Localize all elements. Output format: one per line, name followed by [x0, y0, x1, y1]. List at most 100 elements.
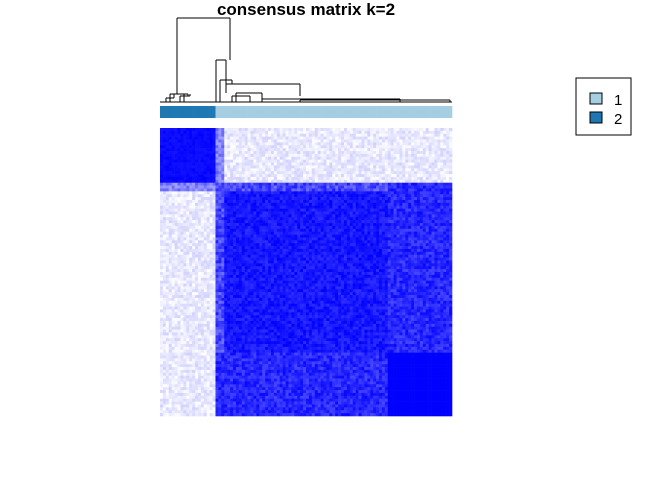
heatmap-cell: [317, 217, 321, 221]
heatmap-cell: [317, 200, 321, 204]
heatmap-cell: [431, 234, 435, 238]
heatmap-cell: [235, 220, 240, 224]
heatmap-cell: [276, 136, 281, 140]
heatmap-cell: [218, 202, 222, 207]
heatmap-cell: [414, 156, 418, 160]
heatmap-cell: [428, 136, 432, 140]
heatmap-cell: [416, 234, 421, 238]
heatmap-cell: [425, 237, 429, 241]
heatmap-cell: [446, 254, 450, 258]
heatmap-cell: [416, 151, 421, 155]
heatmap-cell: [291, 248, 295, 253]
heatmap-cell: [308, 197, 313, 201]
heatmap-cell: [381, 176, 386, 181]
heatmap-cell: [171, 145, 175, 149]
heatmap-cell: [311, 136, 316, 140]
heatmap-cell: [174, 248, 178, 253]
heatmap-cell: [393, 205, 397, 209]
heatmap-cell: [212, 243, 216, 247]
heatmap-cell: [285, 133, 289, 137]
heatmap-cell: [282, 246, 286, 250]
heatmap-cell: [165, 136, 170, 140]
heatmap-cell: [256, 217, 260, 221]
heatmap-cell: [288, 231, 292, 235]
heatmap-cell: [393, 220, 397, 224]
heatmap-cell: [241, 168, 245, 172]
heatmap-cell: [180, 130, 184, 135]
heatmap-cell: [224, 237, 228, 241]
heatmap-cell: [224, 266, 228, 270]
heatmap-cell: [291, 231, 295, 235]
heatmap-cell: [168, 153, 172, 158]
heatmap-cell: [212, 237, 216, 241]
heatmap-cell: [338, 151, 342, 155]
heatmap-cell: [168, 223, 172, 227]
heatmap-cell: [203, 171, 208, 175]
heatmap-cell: [265, 237, 269, 241]
heatmap-cell: [174, 171, 178, 175]
heatmap-cell: [402, 133, 406, 137]
heatmap-cell: [218, 234, 222, 238]
heatmap-cell: [197, 145, 202, 149]
heatmap-cell: [335, 133, 339, 137]
heatmap-cell: [250, 168, 254, 172]
heatmap-cell: [396, 165, 400, 169]
heatmap-cell: [297, 228, 301, 232]
heatmap-cell: [162, 159, 167, 163]
heatmap-cell: [384, 145, 389, 149]
heatmap-cell: [165, 246, 170, 250]
annotation-cell: [247, 106, 251, 118]
heatmap-cell: [276, 214, 281, 218]
heatmap-cell: [326, 130, 330, 135]
heatmap-cell: [449, 257, 453, 261]
heatmap-cell: [218, 130, 222, 135]
heatmap-cell: [180, 188, 184, 192]
heatmap-cell: [422, 254, 427, 258]
heatmap-cell: [197, 208, 202, 212]
heatmap-cell: [244, 200, 248, 204]
heatmap-cell: [180, 185, 184, 189]
heatmap-cell: [341, 153, 345, 158]
heatmap-cell: [221, 171, 225, 175]
heatmap-cell: [358, 214, 362, 218]
heatmap-cell: [323, 142, 327, 146]
heatmap-cell: [381, 237, 386, 241]
annotation-cell: [291, 106, 295, 118]
heatmap-cell: [186, 225, 190, 230]
heatmap-cell: [349, 159, 354, 163]
heatmap-cell: [197, 153, 202, 158]
heatmap-cell: [241, 202, 245, 207]
heatmap-cell: [244, 194, 248, 198]
heatmap-cell: [411, 159, 415, 163]
heatmap-cell: [241, 217, 245, 221]
heatmap-cell: [241, 223, 245, 227]
heatmap-cell: [235, 200, 240, 204]
heatmap-cell: [361, 148, 365, 152]
heatmap-cell: [212, 217, 216, 221]
heatmap-cell: [411, 188, 415, 192]
heatmap-cell: [162, 266, 167, 270]
heatmap-cell: [162, 202, 167, 207]
heatmap-cell: [379, 211, 383, 215]
heatmap-cell: [171, 202, 175, 207]
heatmap-cell: [311, 156, 316, 160]
heatmap-cell: [177, 179, 181, 184]
heatmap-cell: [291, 220, 295, 224]
heatmap-cell: [414, 260, 418, 264]
heatmap-cell: [180, 168, 184, 172]
heatmap-cell: [256, 237, 260, 241]
heatmap-cell: [405, 263, 409, 267]
heatmap-cell: [273, 176, 278, 181]
heatmap-cell: [329, 191, 333, 195]
heatmap-cell: [408, 142, 412, 146]
heatmap-cell: [338, 211, 342, 215]
heatmap-cell: [282, 130, 286, 135]
heatmap-cell: [422, 139, 427, 143]
heatmap-cell: [408, 200, 412, 204]
heatmap-cell: [300, 214, 304, 218]
heatmap-cell: [238, 211, 243, 215]
heatmap-cell: [183, 153, 187, 158]
heatmap-cell: [405, 148, 409, 152]
heatmap-cell: [215, 142, 219, 146]
heatmap-cell: [425, 171, 429, 175]
